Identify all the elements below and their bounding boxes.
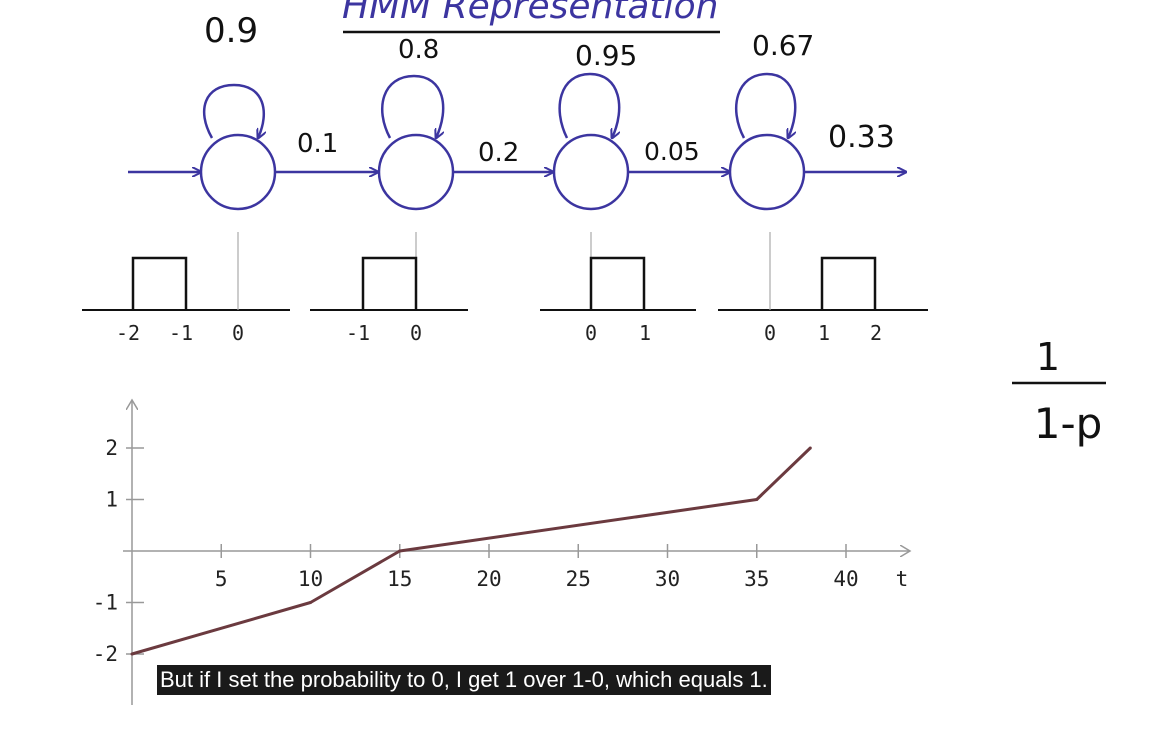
y-tick-label: 1 [105, 488, 118, 512]
x-axis-label: t [896, 567, 909, 591]
state-circle-3 [552, 133, 630, 211]
x-tick-label: 35 [744, 567, 769, 591]
pulse-chart-2: -1 0 [310, 232, 468, 345]
series-point [130, 652, 134, 656]
state-circle-2 [377, 133, 455, 211]
pulse-chart-1: -2 -1 0 [82, 232, 290, 345]
pulse-tick-2a: -1 [346, 321, 370, 345]
series-point [309, 601, 312, 604]
x-tick-label: 20 [476, 567, 501, 591]
pulse-chart-4: 0 1 2 [718, 232, 928, 345]
formula-denominator: 1-p [1034, 399, 1103, 448]
chart-ticks: 5 10 15 20 25 30 35 40 2 1 -1 -2 [93, 436, 859, 666]
y-tick-label: -2 [93, 642, 118, 666]
pulse-shape-4 [820, 256, 877, 310]
pulse-tick-4c: 2 [870, 321, 882, 345]
transition-label-1: 0.1 [297, 129, 338, 159]
pulse-tick-1c: 0 [232, 321, 244, 345]
pulse-tick-3b: 1 [639, 321, 651, 345]
formula: 1 1-p [1012, 335, 1106, 448]
self-prob-label-1: 0.9 [204, 11, 258, 51]
pulse-tick-4a: 0 [764, 321, 776, 345]
x-tick-label: 30 [655, 567, 680, 591]
state-circle-4 [728, 133, 806, 211]
series-point [398, 549, 402, 553]
y-tick-label: -1 [93, 591, 118, 615]
self-loop-1 [202, 83, 264, 138]
formula-numerator: 1 [1036, 335, 1060, 379]
x-tick-label: 40 [833, 567, 858, 591]
pulse-shape-1 [131, 256, 188, 310]
self-prob-label-2: 0.8 [398, 35, 439, 65]
line-chart: 5 10 15 20 25 30 35 40 2 1 -1 -2 t [93, 400, 910, 705]
hmm-chain: 0.9 0.8 0.95 0.67 0.1 0.2 0.05 0.33 [128, 11, 906, 211]
duration-distributions: -2 -1 0 -1 0 0 1 0 1 2 [82, 232, 928, 345]
series-point [755, 498, 759, 501]
y-tick-label: 2 [105, 436, 118, 460]
pulse-shape-2 [361, 256, 418, 310]
self-loop-2 [381, 74, 445, 138]
x-tick-label: 5 [215, 567, 228, 591]
self-prob-label-4: 0.67 [752, 29, 814, 62]
pulse-tick-1b: -1 [169, 321, 193, 345]
series-point [808, 446, 812, 450]
transition-label-3: 0.05 [644, 137, 700, 166]
state-circle-1 [199, 133, 277, 211]
pulse-shape-3 [589, 256, 646, 310]
x-tick-label: 25 [566, 567, 591, 591]
pulse-tick-4b: 1 [818, 321, 830, 345]
transition-label-4: 0.33 [828, 120, 895, 155]
transition-label-2: 0.2 [478, 138, 519, 168]
series-points [130, 446, 812, 656]
diagram-title: HMM Representation [342, 0, 718, 27]
x-tick-label: 10 [298, 567, 323, 591]
pulse-tick-2b: 0 [410, 321, 422, 345]
pulse-tick-1a: -2 [116, 321, 140, 345]
self-loop-4 [734, 72, 797, 138]
pulse-chart-3: 0 1 [540, 232, 696, 345]
x-tick-label: 15 [387, 567, 412, 591]
pulse-tick-3a: 0 [585, 321, 597, 345]
self-loop-3 [558, 72, 621, 138]
subtitle-caption: But if I set the probability to 0, I get… [157, 665, 771, 695]
self-prob-label-3: 0.95 [575, 39, 637, 72]
